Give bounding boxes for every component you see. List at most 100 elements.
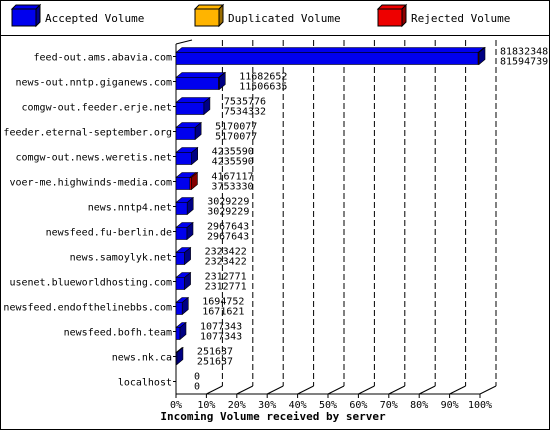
bar-accepted (175, 52, 479, 65)
bar-accepted-top (175, 47, 485, 53)
bar-side (184, 271, 191, 291)
value-label-total: 0 (194, 372, 200, 383)
category-label: voer-me.highwinds-media.com (9, 178, 172, 189)
legend-swatch-side-duplicated-volume (218, 3, 224, 28)
x-axis-label: Incoming Volume received by server (160, 410, 386, 423)
grid-foot-6 (358, 385, 375, 395)
x-tick-label-7: 70% (380, 400, 398, 411)
value-label-total: 11682652 (239, 72, 287, 83)
value-label-total: 5170077 (215, 122, 257, 133)
x-tick-label-5: 50% (319, 400, 337, 411)
x-tick-label-3: 30% (258, 400, 276, 411)
legend-swatch-top-rejected-volume (376, 4, 408, 10)
value-label-accepted: 251637 (197, 357, 233, 368)
value-label-accepted: 11506635 (239, 82, 287, 93)
value-label-total: 7535776 (224, 97, 266, 108)
x-tick-label-0: 0% (170, 400, 182, 411)
category-label: news.samoylyk.net (70, 253, 172, 264)
grid-foot-5 (327, 385, 345, 395)
legend-label-duplicated-volume: Duplicated Volume (228, 12, 341, 25)
category-label: newsfeed.endofthelinebbs.com (3, 303, 172, 314)
x-tick-label-1: 10% (197, 400, 215, 411)
legend-label-accepted-volume: Accepted Volume (45, 12, 144, 25)
bar-accepted (175, 152, 192, 165)
bar-side (191, 146, 198, 166)
value-label-total: 4167117 (211, 172, 253, 183)
category-label: newsfeed.fu-berlin.de (46, 228, 172, 239)
grid-foot-8 (418, 385, 436, 395)
bar-side (478, 46, 486, 66)
bar-side (181, 296, 189, 316)
legend-swatch-side-rejected-volume (401, 3, 407, 28)
value-label-total: 251637 (197, 347, 233, 358)
category-label: newsfeed.bofh.team (64, 328, 172, 339)
legend-swatch-duplicated-volume (194, 8, 220, 27)
legend-swatch-side-accepted-volume (35, 3, 41, 28)
category-label: news.nk.ca (112, 353, 172, 364)
bar-accepted (175, 302, 183, 315)
value-label-accepted: 0 (194, 382, 200, 393)
value-label-accepted: 81594739 (500, 57, 548, 68)
axis-top-corner (175, 39, 193, 45)
bar-side (176, 346, 184, 366)
bar-accepted (175, 127, 196, 140)
bar-accepted (175, 202, 188, 215)
value-label-accepted: 3029229 (207, 207, 249, 218)
value-label-accepted: 2967643 (207, 232, 249, 243)
value-label-total: 1077343 (200, 322, 242, 333)
grid-foot-1 (206, 385, 223, 395)
bar-accepted (175, 227, 188, 240)
x-tick-label-2: 20% (228, 400, 246, 411)
legend-swatch-rejected-volume (377, 8, 403, 27)
value-label-accepted: 7534332 (224, 107, 266, 118)
legend-swatch-top-duplicated-volume (193, 4, 225, 10)
x-tick-label-4: 40% (289, 400, 307, 411)
plot-area: 0% 10% 20% 30% 40% 50% 60% 70% 80% 90% 100% feed-ou… (3, 39, 548, 411)
grid-foot-3 (266, 385, 284, 395)
category-label: comgw-out.news.weretis.net (15, 153, 172, 164)
x-tick-label-10: 100% (468, 400, 492, 411)
value-label-total: 2323422 (205, 247, 247, 258)
bar-side (194, 121, 202, 141)
legend: Accepted Volume Duplicated Volume Rejected… (10, 3, 510, 28)
value-label-total: 81832348 (500, 47, 548, 58)
value-label-accepted: 1077343 (200, 332, 242, 343)
grid-foot-9 (449, 385, 466, 395)
bar-side (203, 96, 211, 116)
legend-swatch-accepted-volume (11, 8, 37, 27)
value-label-total: 4235590 (212, 147, 254, 158)
x-tick-label-6: 60% (349, 400, 367, 411)
value-label-accepted: 4235590 (212, 157, 254, 168)
grid-foot-4 (297, 385, 314, 395)
bar-accepted (175, 77, 219, 90)
bar-side (191, 171, 198, 191)
grid-foot-7 (388, 385, 406, 395)
value-label-accepted: 3753330 (211, 182, 253, 193)
x-tick-label-9: 90% (441, 400, 459, 411)
category-label: feed-out.ams.abavia.com (34, 53, 172, 64)
value-label-accepted: 2323422 (205, 257, 247, 268)
bar-accepted (175, 177, 191, 190)
bar-side (218, 71, 226, 91)
bar-accepted (175, 277, 185, 290)
bar-accepted (175, 327, 181, 340)
bar-side (186, 196, 194, 216)
category-label: news.nntp4.net (88, 203, 172, 214)
category-label: localhost (118, 378, 172, 389)
grid-foot-10 (479, 385, 497, 395)
category-label: comgw-out.feeder.erje.net (21, 103, 172, 114)
legend-swatch-top-accepted-volume (10, 4, 42, 10)
bar-accepted-top (175, 72, 226, 78)
legend-label-rejected-volume: Rejected Volume (411, 12, 510, 25)
value-label-total: 3029229 (207, 197, 249, 208)
value-label-accepted: 5170077 (215, 132, 257, 143)
bar-accepted (175, 102, 205, 115)
category-label: news-out.nntp.giganews.com (15, 78, 172, 89)
value-label-accepted: 1671621 (202, 307, 244, 318)
value-label-total: 2312771 (205, 272, 247, 283)
value-label-total: 2967643 (207, 222, 249, 233)
bar-side (179, 321, 187, 341)
category-label: feeder.eternal-september.org (3, 128, 172, 139)
bar-side (184, 246, 191, 266)
